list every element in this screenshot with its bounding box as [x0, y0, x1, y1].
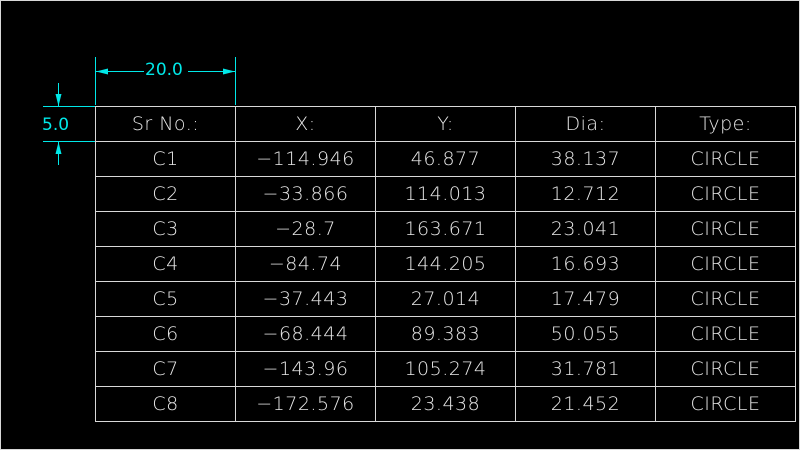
cell-x[interactable]: −68.444	[235, 316, 376, 352]
cell-type[interactable]: CIRCLE	[655, 246, 796, 282]
cell-type[interactable]: CIRCLE	[655, 281, 796, 317]
table-row: C6 −68.444 89.383 50.055 CIRCLE	[95, 316, 796, 352]
cell-dia[interactable]: 12.712	[515, 176, 656, 212]
table-row: C7 −143.96 105.274 31.781 CIRCLE	[95, 351, 796, 387]
dim-width-arrow-left-icon	[96, 68, 108, 75]
table-row: C5 −37.443 27.014 17.479 CIRCLE	[95, 281, 796, 317]
header-dia[interactable]: Dia:	[515, 106, 656, 142]
cell-dia[interactable]: 38.137	[515, 141, 656, 177]
cell-dia[interactable]: 31.781	[515, 351, 656, 387]
cell-y[interactable]: 163.671	[375, 211, 516, 247]
cell-x[interactable]: −114.946	[235, 141, 376, 177]
cell-type[interactable]: CIRCLE	[655, 176, 796, 212]
table-row: C2 −33.866 114.013 12.712 CIRCLE	[95, 176, 796, 212]
cell-x[interactable]: −84.74	[235, 246, 376, 282]
cell-sr-no[interactable]: C4	[95, 246, 236, 282]
cell-y[interactable]: 46.877	[375, 141, 516, 177]
table-header-row: Sr No.: X: Y: Dia: Type:	[95, 106, 796, 142]
table-row: C3 −28.7 163.671 23.041 CIRCLE	[95, 211, 796, 247]
cell-x[interactable]: −28.7	[235, 211, 376, 247]
cell-y[interactable]: 105.274	[375, 351, 516, 387]
header-sr-no[interactable]: Sr No.:	[95, 106, 236, 142]
cell-x[interactable]: −37.443	[235, 281, 376, 317]
cell-sr-no[interactable]: C1	[95, 141, 236, 177]
header-x[interactable]: X:	[235, 106, 376, 142]
circle-data-table[interactable]: Sr No.: X: Y: Dia: Type: C1 −114.946 46.…	[95, 106, 796, 422]
cell-dia[interactable]: 21.452	[515, 386, 656, 422]
cell-dia[interactable]: 50.055	[515, 316, 656, 352]
cell-sr-no[interactable]: C7	[95, 351, 236, 387]
header-type[interactable]: Type:	[655, 106, 796, 142]
dim-width-arrow-right-icon	[223, 68, 235, 75]
cell-sr-no[interactable]: C3	[95, 211, 236, 247]
table-row: C1 −114.946 46.877 38.137 CIRCLE	[95, 141, 796, 177]
dim-height-label: 5.0	[42, 115, 70, 135]
cell-type[interactable]: CIRCLE	[655, 211, 796, 247]
cell-y[interactable]: 89.383	[375, 316, 516, 352]
cell-dia[interactable]: 23.041	[515, 211, 656, 247]
cell-sr-no[interactable]: C8	[95, 386, 236, 422]
cell-x[interactable]: −172.576	[235, 386, 376, 422]
dim-width-label: 20.0	[145, 60, 183, 80]
table-row: C8 −172.576 23.438 21.452 CIRCLE	[95, 386, 796, 422]
table-row: C4 −84.74 144.205 16.693 CIRCLE	[95, 246, 796, 282]
cell-sr-no[interactable]: C6	[95, 316, 236, 352]
cell-sr-no[interactable]: C5	[95, 281, 236, 317]
cell-x[interactable]: −33.866	[235, 176, 376, 212]
cell-type[interactable]: CIRCLE	[655, 386, 796, 422]
header-y[interactable]: Y:	[375, 106, 516, 142]
cell-y[interactable]: 27.014	[375, 281, 516, 317]
cell-sr-no[interactable]: C2	[95, 176, 236, 212]
dim-height-arrow-bottom-icon	[55, 142, 62, 154]
cell-y[interactable]: 114.013	[375, 176, 516, 212]
cell-dia[interactable]: 16.693	[515, 246, 656, 282]
cell-type[interactable]: CIRCLE	[655, 316, 796, 352]
cell-type[interactable]: CIRCLE	[655, 351, 796, 387]
cell-y[interactable]: 144.205	[375, 246, 516, 282]
dim-height-arrow-top-icon	[55, 94, 62, 106]
cell-dia[interactable]: 17.479	[515, 281, 656, 317]
cell-type[interactable]: CIRCLE	[655, 141, 796, 177]
cell-y[interactable]: 23.438	[375, 386, 516, 422]
cell-x[interactable]: −143.96	[235, 351, 376, 387]
